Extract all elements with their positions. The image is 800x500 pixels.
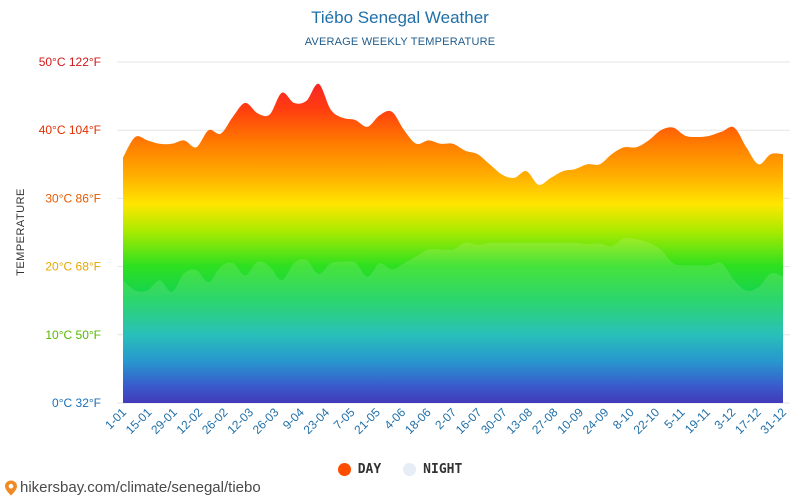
legend-item-night[interactable]: NIGHT [403, 462, 462, 477]
x-tick-label: 22-10 [631, 405, 663, 437]
x-tick-label: 16-07 [453, 405, 485, 437]
source-link[interactable]: hikersbay.com/climate/senegal/tiebo [4, 479, 261, 496]
x-tick-label: 17-12 [732, 405, 764, 437]
night-dot-icon [403, 463, 417, 476]
y-tick-label: 0°C 32°F [52, 396, 101, 410]
day-dot-icon [337, 463, 351, 476]
y-tick-label: 50°C 122°F [39, 55, 101, 69]
x-tick-label: 12-02 [174, 405, 206, 437]
x-tick-label: 23-04 [301, 405, 333, 437]
x-tick-label: 21-05 [351, 405, 383, 437]
x-tick-label: 24-09 [580, 405, 612, 437]
chart-title: Tiébo Senegal Weather [311, 8, 489, 27]
y-tick-label: 10°C 50°F [45, 328, 101, 342]
x-tick-label: 30-07 [478, 405, 510, 437]
night-series-overlay [123, 237, 783, 403]
y-tick-label: 20°C 68°F [45, 260, 101, 274]
legend-item-day[interactable]: DAY [337, 462, 382, 477]
x-tick-label: 26-03 [250, 405, 282, 437]
night-series-area [123, 237, 783, 403]
x-tick-label: 26-02 [199, 405, 231, 437]
legend-day-label: DAY [357, 462, 382, 477]
y-tick-label: 30°C 86°F [45, 191, 101, 205]
x-tick-label: 27-08 [529, 405, 561, 437]
legend-night-label: NIGHT [423, 462, 463, 477]
x-tick-label: 10-09 [554, 405, 586, 437]
chart-subtitle: AVERAGE WEEKLY TEMPERATURE [304, 36, 496, 48]
x-tick-label: 31-12 [758, 405, 790, 437]
x-tick-label: 18-06 [402, 405, 434, 437]
x-tick-label: 12-03 [224, 405, 256, 437]
x-tick-label: 19-11 [682, 405, 713, 436]
x-tick-label: 29-01 [148, 405, 180, 437]
legend: DAY NIGHT [0, 462, 800, 477]
x-tick-label: 13-08 [504, 405, 536, 437]
map-pin-icon [5, 480, 17, 495]
source-url: hikersbay.com/climate/senegal/tiebo [20, 479, 261, 496]
y-tick-label: 40°C 104°F [39, 123, 101, 137]
x-tick-label: 15-01 [123, 405, 155, 437]
